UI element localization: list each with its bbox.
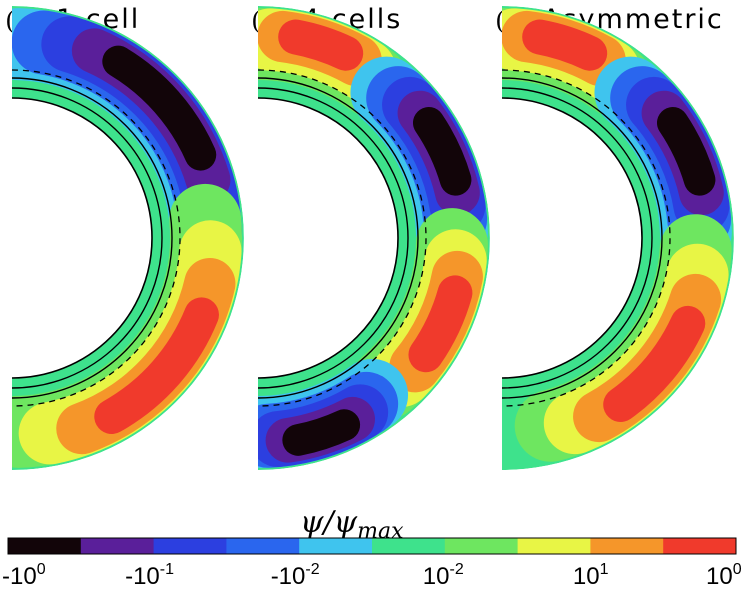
inner-boundary bbox=[257, 97, 399, 379]
inner-boundary bbox=[501, 97, 643, 379]
colorbar-swatches bbox=[8, 538, 737, 554]
panel-b: (b) 4 cells bbox=[252, 4, 490, 470]
boundary-circle-1 bbox=[257, 77, 419, 399]
cell-3-level-4 bbox=[282, 409, 361, 456]
cell-1-level-4 bbox=[412, 107, 472, 196]
panel-b-annulus bbox=[257, 6, 490, 470]
colorbar-swatch-6 bbox=[444, 538, 519, 554]
inner-boundary bbox=[11, 97, 153, 379]
annulus-field bbox=[258, 6, 490, 470]
colorbar-swatch-3 bbox=[226, 538, 300, 554]
colorbar-tick-3: 10-2 bbox=[423, 561, 464, 590]
colorbar-swatch-8 bbox=[590, 538, 664, 554]
cell-0-level-3 bbox=[278, 19, 364, 71]
colorbar-swatch-5 bbox=[372, 538, 446, 554]
boundary-circle-0 bbox=[257, 87, 409, 389]
cell-2-level-3 bbox=[603, 305, 706, 422]
dashed-circle bbox=[501, 69, 671, 407]
cell-2-level-3 bbox=[408, 275, 473, 373]
panel-a-annulus bbox=[11, 6, 244, 470]
dashed-circle bbox=[257, 69, 427, 407]
colorbar-swatch-1 bbox=[80, 538, 155, 554]
cell-0-level-3 bbox=[522, 19, 608, 71]
annulus-field bbox=[12, 6, 244, 470]
dashed-circle bbox=[11, 69, 181, 407]
colorbar-tick-4: 101 bbox=[573, 561, 609, 590]
boundary-circle-0 bbox=[11, 87, 163, 389]
colorbar-swatch-2 bbox=[153, 538, 227, 554]
cell-2 bbox=[514, 214, 732, 462]
colorbar-frame bbox=[7, 537, 737, 555]
colorbar-tick-5: 100 bbox=[706, 561, 742, 590]
colorbar-swatch-9 bbox=[663, 538, 737, 554]
boundary-circle-1 bbox=[11, 77, 173, 399]
boundary-circle-0 bbox=[501, 87, 653, 389]
cell-0-level-4 bbox=[102, 45, 217, 171]
colorbar-swatch-4 bbox=[299, 538, 373, 554]
colorbar-tick-2: -10-2 bbox=[271, 561, 320, 590]
panel-c: (c) Asymmetric bbox=[496, 4, 734, 470]
annulus-field bbox=[502, 6, 734, 470]
colorbar-tick-0: -100 bbox=[2, 561, 46, 590]
cell-1-level-3 bbox=[94, 297, 219, 434]
cell-1 bbox=[12, 183, 242, 468]
colorbar-swatch-0 bbox=[8, 538, 82, 554]
colorbar: ψ/ψmax -100 -10-1 -10-2 10-2 101 100 bbox=[2, 505, 742, 590]
boundary-circle-1 bbox=[501, 77, 663, 399]
colorbar-ticks: -100 -10-1 -10-2 10-2 101 100 bbox=[2, 561, 742, 590]
cell-3 bbox=[258, 358, 409, 468]
colorbar-tick-1: -10-1 bbox=[125, 561, 174, 590]
cell-1-level-4 bbox=[656, 107, 716, 196]
panel-c-annulus bbox=[501, 6, 734, 470]
colorbar-swatch-7 bbox=[517, 538, 591, 554]
panel-a: (a) 1 cell bbox=[6, 4, 244, 470]
